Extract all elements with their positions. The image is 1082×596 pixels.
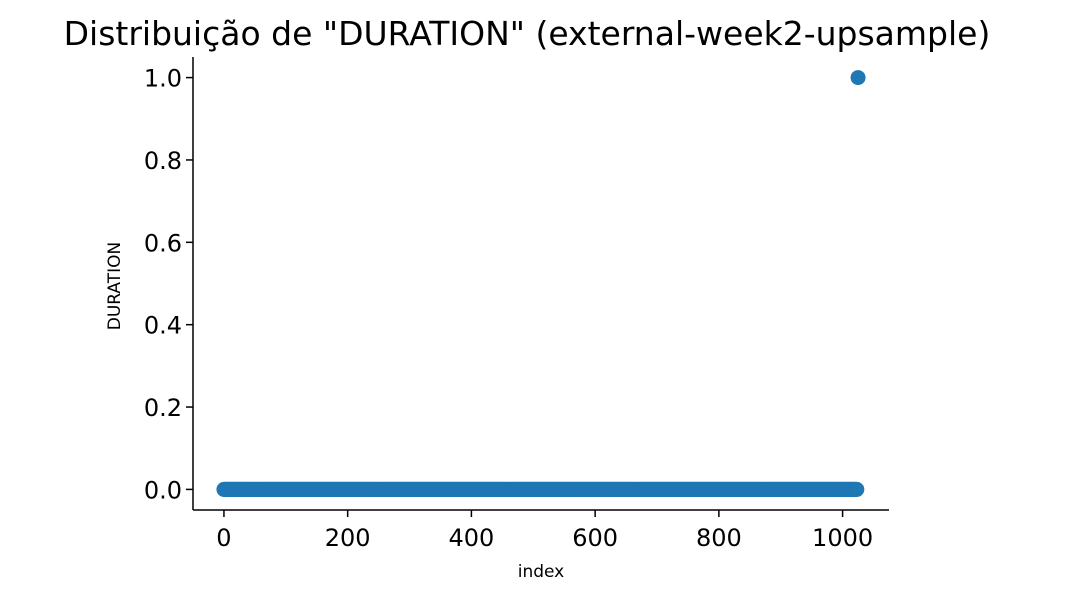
x-tick-label: 600 [572,524,618,552]
data-point-outlier [850,70,866,86]
axes-spines [192,57,889,511]
y-tick-label: 0.2 [144,394,182,422]
x-tick-label: 200 [325,524,371,552]
x-axis-ticks: 0 200 400 600 800 1000 [216,510,873,552]
x-tick-label: 0 [216,524,231,552]
x-tick-label: 400 [448,524,494,552]
y-tick-label: 0.8 [144,147,182,175]
y-tick-label: 0.6 [144,229,182,257]
plot-area [216,70,866,497]
y-tick-label: 1.0 [144,65,182,93]
chart-title: Distribuição de "DURATION" (external-wee… [64,14,991,53]
y-axis-ticks: 0.0 0.2 0.4 0.6 0.8 1.0 [144,65,193,504]
data-point [849,481,865,497]
y-tick-label: 0.0 [144,476,182,504]
y-axis-label: DURATION [105,242,125,330]
x-axis-label: index [518,562,565,582]
x-tick-label: 1000 [812,524,873,552]
x-tick-label: 800 [696,524,742,552]
y-tick-label: 0.4 [144,312,182,340]
